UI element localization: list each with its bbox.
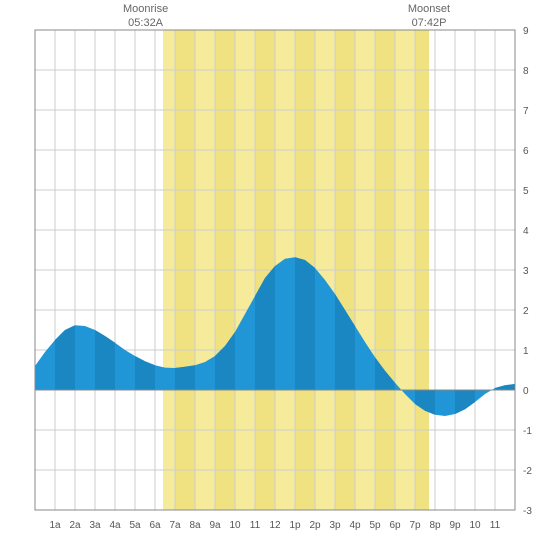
- moonset-label: Moonset: [408, 3, 450, 15]
- y-tick-label: 2: [523, 306, 529, 317]
- y-tick-label: -2: [523, 466, 532, 477]
- x-tick-label: 11: [250, 520, 261, 531]
- x-tick-label: 6a: [149, 520, 161, 531]
- x-tick-label: 5p: [369, 520, 381, 531]
- moonrise-label: Moonrise: [123, 3, 168, 15]
- moonset-time: 07:42P: [399, 16, 459, 30]
- x-tick-label: 1p: [289, 520, 301, 531]
- tide-chart: Moonrise 05:32A Moonset 07:42P -3-2-1012…: [0, 0, 550, 550]
- x-tick-label: 8a: [189, 520, 201, 531]
- x-tick-label: 10: [469, 520, 481, 531]
- y-tick-label: 5: [523, 186, 529, 197]
- y-tick-label: 0: [523, 386, 529, 397]
- x-tick-label: 11: [490, 520, 501, 531]
- y-tick-label: 4: [523, 226, 529, 237]
- x-tick-label: 9a: [209, 520, 221, 531]
- x-tick-label: 1a: [49, 520, 61, 531]
- y-tick-label: 7: [523, 106, 529, 117]
- x-tick-label: 2a: [69, 520, 81, 531]
- y-tick-label: 8: [523, 66, 529, 77]
- x-tick-label: 4a: [109, 520, 121, 531]
- y-tick-label: 9: [523, 26, 529, 37]
- moonrise-time: 05:32A: [116, 16, 176, 30]
- x-tick-label: 5a: [129, 520, 141, 531]
- moonset-annotation: Moonset 07:42P: [399, 2, 459, 31]
- moonrise-annotation: Moonrise 05:32A: [116, 2, 176, 31]
- x-tick-label: 12: [269, 520, 281, 531]
- x-tick-label: 6p: [389, 520, 401, 531]
- x-tick-label: 3a: [89, 520, 101, 531]
- x-tick-label: 7p: [409, 520, 421, 531]
- x-tick-label: 8p: [429, 520, 441, 531]
- y-tick-label: 3: [523, 266, 529, 277]
- y-tick-label: -3: [523, 506, 532, 517]
- x-tick-label: 10: [229, 520, 241, 531]
- y-tick-label: -1: [523, 426, 532, 437]
- x-tick-label: 7a: [169, 520, 181, 531]
- x-tick-label: 9p: [449, 520, 461, 531]
- y-tick-label: 1: [523, 346, 529, 357]
- x-tick-label: 2p: [309, 520, 321, 531]
- chart-svg: -3-2-101234567891a2a3a4a5a6a7a8a9a101112…: [0, 0, 550, 550]
- y-tick-label: 6: [523, 146, 529, 157]
- x-tick-label: 4p: [349, 520, 361, 531]
- x-tick-label: 3p: [329, 520, 341, 531]
